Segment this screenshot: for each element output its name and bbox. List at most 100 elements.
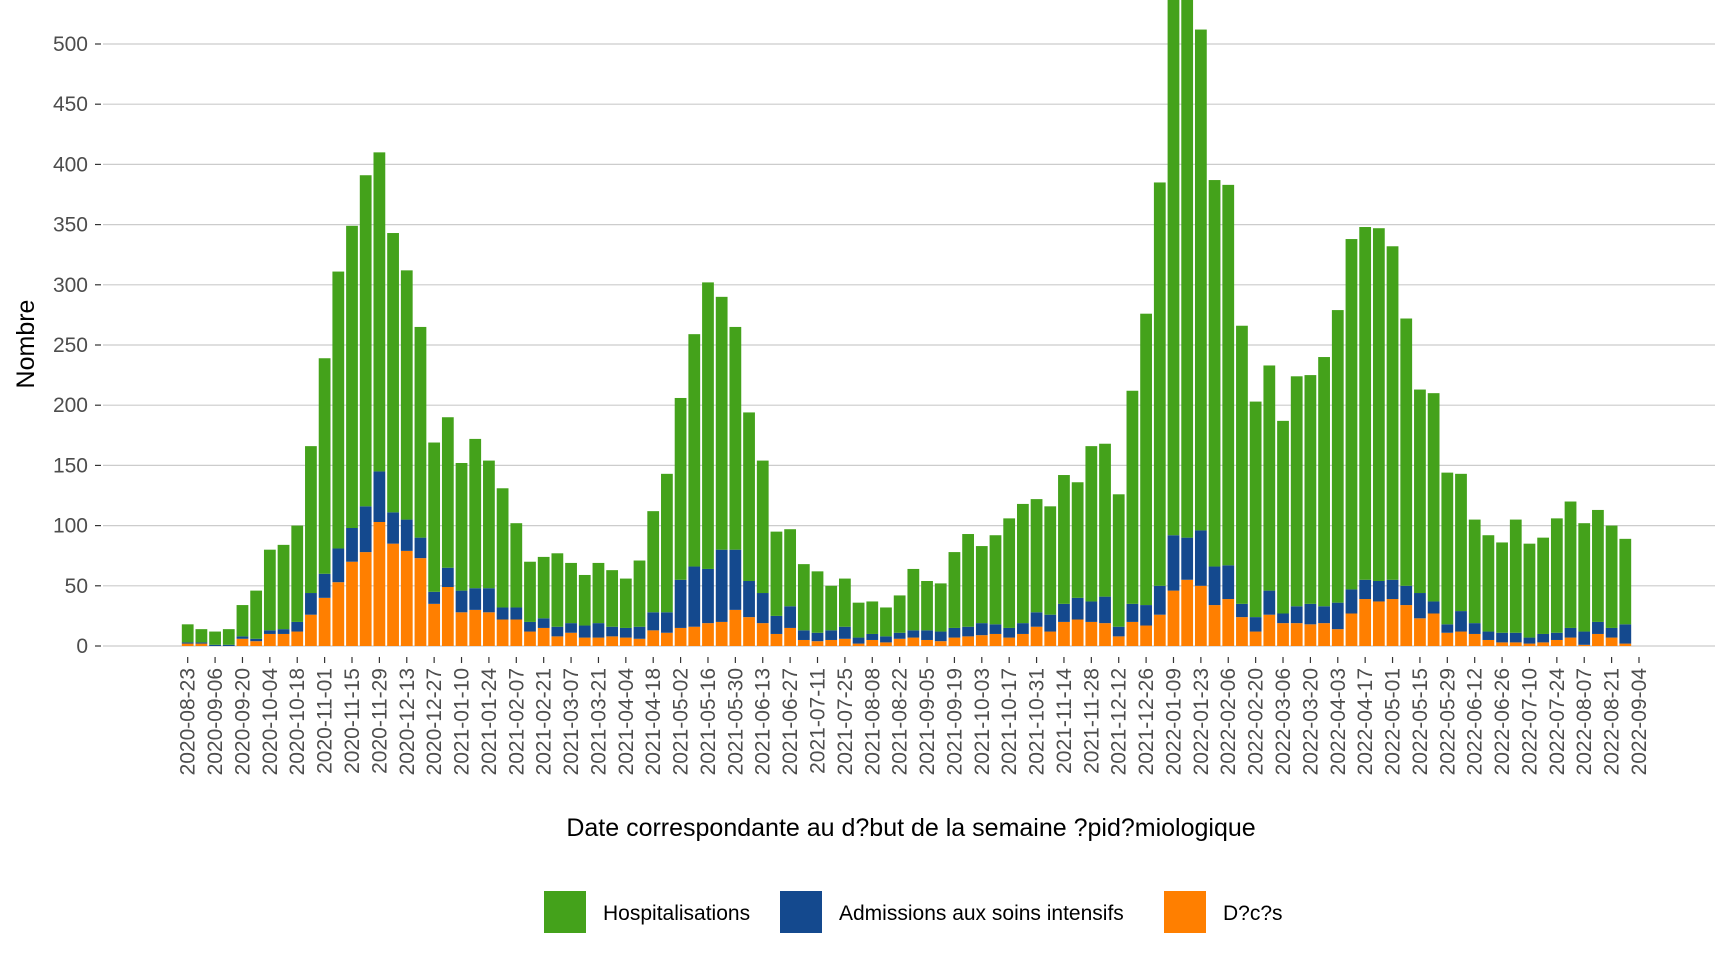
bar-hospitalisations-90 bbox=[1414, 389, 1426, 594]
bar-hospitalisations-85 bbox=[1345, 239, 1358, 590]
x-tick-label: 2022-09-04 bbox=[1628, 668, 1651, 776]
y-tick-label: 0 bbox=[76, 635, 88, 658]
bar-hospitalisations-58 bbox=[975, 546, 988, 624]
bar-hospitalisations-105 bbox=[1619, 538, 1632, 625]
bar-admissions-aux-soins-intensifs-11 bbox=[332, 548, 345, 583]
bar-hospitalisations-2 bbox=[209, 631, 221, 645]
bar-hospitalisations-20 bbox=[455, 462, 468, 591]
bar-d-c-s-51 bbox=[880, 642, 892, 646]
bar-admissions-aux-soins-intensifs-50 bbox=[866, 633, 879, 640]
bar-hospitalisations-41 bbox=[743, 412, 755, 581]
bar-admissions-aux-soins-intensifs-105 bbox=[1619, 624, 1632, 644]
bar-admissions-aux-soins-intensifs-64 bbox=[1058, 603, 1070, 622]
bar-admissions-aux-soins-intensifs-49 bbox=[852, 637, 865, 644]
bar-d-c-s-88 bbox=[1386, 599, 1399, 646]
bars bbox=[181, 0, 1632, 646]
bar-hospitalisations-35 bbox=[661, 473, 673, 613]
bar-admissions-aux-soins-intensifs-85 bbox=[1345, 589, 1358, 614]
bar-admissions-aux-soins-intensifs-3 bbox=[222, 644, 235, 646]
bar-d-c-s-52 bbox=[893, 638, 906, 646]
x-tick-label: 2021-01-10 bbox=[451, 668, 474, 775]
legend-label-1: Admissions aux soins intensifs bbox=[839, 902, 1124, 925]
bar-admissions-aux-soins-intensifs-14 bbox=[373, 471, 386, 522]
bar-d-c-s-73 bbox=[1181, 579, 1194, 646]
bar-d-c-s-32 bbox=[619, 637, 632, 646]
x-tick-label: 2021-04-18 bbox=[642, 668, 665, 775]
x-tick-label: 2021-11-14 bbox=[1053, 668, 1076, 774]
bar-hospitalisations-59 bbox=[989, 535, 1002, 625]
bar-d-c-s-100 bbox=[1550, 639, 1563, 646]
bar-admissions-aux-soins-intensifs-42 bbox=[756, 593, 769, 624]
bar-hospitalisations-74 bbox=[1194, 29, 1207, 531]
bar-d-c-s-17 bbox=[414, 558, 427, 646]
bar-admissions-aux-soins-intensifs-60 bbox=[1003, 627, 1016, 638]
y-tick-label: 200 bbox=[53, 394, 88, 417]
bar-d-c-s-60 bbox=[1003, 637, 1016, 646]
x-tick-label: 2021-03-07 bbox=[560, 668, 583, 775]
bar-hospitalisations-32 bbox=[619, 578, 632, 628]
x-tick-label: 2021-06-27 bbox=[779, 668, 802, 775]
y-tick-label: 500 bbox=[53, 33, 88, 56]
bar-d-c-s-62 bbox=[1030, 626, 1043, 646]
bar-admissions-aux-soins-intensifs-27 bbox=[551, 626, 564, 637]
bar-d-c-s-64 bbox=[1058, 621, 1070, 646]
bar-admissions-aux-soins-intensifs-57 bbox=[962, 626, 974, 637]
bar-admissions-aux-soins-intensifs-98 bbox=[1523, 637, 1536, 644]
bar-d-c-s-20 bbox=[455, 612, 468, 646]
bar-d-c-s-95 bbox=[1482, 639, 1495, 646]
x-tick-label: 2022-02-20 bbox=[1245, 668, 1268, 775]
x-axis-ticks: 2020-08-23 2020-09-06 2020-09-20 2020-10-04… bbox=[177, 657, 1651, 775]
bar-admissions-aux-soins-intensifs-86 bbox=[1359, 579, 1372, 600]
bar-d-c-s-36 bbox=[674, 627, 687, 646]
bar-admissions-aux-soins-intensifs-23 bbox=[496, 607, 509, 620]
bar-d-c-s-80 bbox=[1277, 623, 1289, 646]
bar-admissions-aux-soins-intensifs-78 bbox=[1249, 617, 1262, 632]
bar-admissions-aux-soins-intensifs-9 bbox=[305, 593, 317, 615]
bar-hospitalisations-12 bbox=[346, 225, 358, 529]
bar-d-c-s-78 bbox=[1249, 631, 1262, 646]
y-tick-label: 150 bbox=[53, 454, 88, 477]
bar-hospitalisations-69 bbox=[1126, 390, 1139, 604]
x-tick-label: 2022-05-29 bbox=[1436, 668, 1459, 775]
x-tick-label: 2020-12-13 bbox=[396, 668, 419, 775]
bar-admissions-aux-soins-intensifs-55 bbox=[934, 631, 947, 642]
bar-admissions-aux-soins-intensifs-74 bbox=[1194, 530, 1207, 586]
bar-hospitalisations-96 bbox=[1496, 542, 1508, 633]
bar-d-c-s-22 bbox=[483, 612, 495, 646]
bar-d-c-s-21 bbox=[469, 609, 482, 646]
y-tick-label: 400 bbox=[53, 153, 88, 176]
bar-hospitalisations-37 bbox=[688, 334, 701, 567]
bar-admissions-aux-soins-intensifs-17 bbox=[414, 537, 427, 559]
bar-hospitalisations-21 bbox=[469, 438, 482, 589]
bar-d-c-s-34 bbox=[647, 630, 660, 646]
bar-d-c-s-49 bbox=[852, 643, 865, 646]
bar-admissions-aux-soins-intensifs-10 bbox=[318, 573, 331, 598]
bar-admissions-aux-soins-intensifs-100 bbox=[1550, 632, 1563, 640]
bar-admissions-aux-soins-intensifs-77 bbox=[1236, 603, 1248, 618]
bar-hospitalisations-6 bbox=[263, 549, 276, 631]
bar-hospitalisations-8 bbox=[291, 525, 304, 622]
x-tick-label: 2021-12-12 bbox=[1108, 668, 1131, 775]
bar-d-c-s-104 bbox=[1605, 637, 1618, 646]
x-tick-label: 2022-07-24 bbox=[1546, 668, 1569, 776]
bar-d-c-s-58 bbox=[975, 635, 988, 646]
bar-admissions-aux-soins-intensifs-30 bbox=[592, 623, 605, 638]
bar-hospitalisations-26 bbox=[537, 556, 550, 619]
x-tick-label: 2021-09-05 bbox=[916, 668, 939, 775]
bar-hospitalisations-62 bbox=[1030, 499, 1043, 613]
bar-d-c-s-63 bbox=[1044, 631, 1057, 646]
bar-admissions-aux-soins-intensifs-43 bbox=[770, 615, 783, 634]
y-tick-label: 450 bbox=[53, 93, 88, 116]
bar-d-c-s-81 bbox=[1290, 623, 1303, 646]
bar-admissions-aux-soins-intensifs-68 bbox=[1112, 626, 1125, 637]
bar-admissions-aux-soins-intensifs-1 bbox=[195, 642, 208, 644]
x-tick-label: 2022-05-15 bbox=[1409, 668, 1432, 775]
bar-admissions-aux-soins-intensifs-28 bbox=[565, 623, 577, 633]
x-tick-label: 2020-11-29 bbox=[368, 668, 391, 774]
x-tick-label: 2020-10-18 bbox=[286, 668, 309, 775]
bar-hospitalisations-92 bbox=[1441, 472, 1454, 625]
bar-admissions-aux-soins-intensifs-39 bbox=[715, 549, 728, 622]
bar-d-c-s-44 bbox=[784, 627, 797, 646]
bar-hospitalisations-71 bbox=[1153, 182, 1166, 586]
bar-admissions-aux-soins-intensifs-35 bbox=[661, 612, 673, 633]
